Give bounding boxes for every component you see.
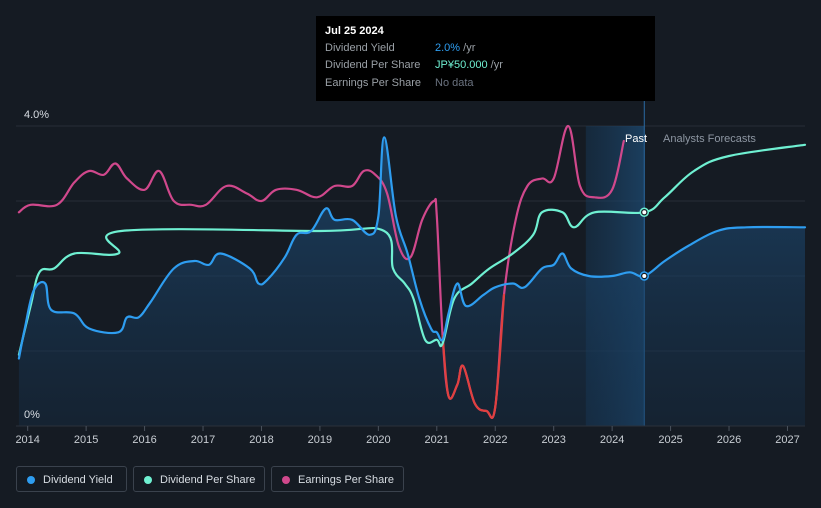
hover-tooltip: Jul 25 2024 Dividend Yield 2.0% /yr Divi… — [316, 16, 655, 101]
tooltip-row-dividend-per-share: Dividend Per Share JP¥50.000 /yr — [325, 59, 645, 73]
series-layer — [17, 124, 807, 427]
tooltip-value: 2.0% /yr — [435, 42, 475, 54]
past-label: Past — [625, 133, 647, 145]
marker-dot — [642, 274, 647, 278]
legend-item-dividend-per-share[interactable]: Dividend Per Share — [133, 466, 265, 492]
marker-dot — [642, 210, 647, 215]
x-tick-label: 2019 — [308, 434, 332, 446]
x-tick-label: 2014 — [15, 434, 39, 446]
legend-item-dividend-yield[interactable]: Dividend Yield — [16, 466, 127, 492]
x-axis-ticks: 2014 2015 2016 2017 2018 2019 2020 2021 2022 2023… — [15, 426, 800, 446]
markers-layer — [639, 207, 650, 281]
forecast-label: Analysts Forecasts — [663, 133, 756, 145]
x-tick-label: 2021 — [425, 434, 449, 446]
x-tick-label: 2026 — [717, 434, 741, 446]
x-tick-label: 2025 — [658, 434, 682, 446]
legend-dot-icon — [282, 476, 290, 484]
x-tick-label: 2027 — [775, 434, 799, 446]
x-tick-label: 2022 — [483, 434, 507, 446]
tooltip-label: Dividend Per Share — [325, 59, 421, 71]
tooltip-row-dividend-yield: Dividend Yield 2.0% /yr — [325, 42, 645, 56]
x-tick-label: 2016 — [132, 434, 156, 446]
x-tick-label: 2024 — [600, 434, 624, 446]
tooltip-value: JP¥50.000 /yr — [435, 59, 503, 71]
x-tick-label: 2017 — [191, 434, 215, 446]
y-tick-label-bottom: 0% — [24, 409, 40, 421]
legend-label: Dividend Per Share — [160, 474, 256, 486]
series-line-dividend-per-share — [17, 143, 807, 356]
series-line-dividend-yield — [17, 136, 807, 360]
y-tick-label-top: 4.0% — [24, 109, 49, 121]
tooltip-value-number: 2.0% — [435, 42, 461, 54]
tooltip-value-unit: /yr — [487, 59, 503, 71]
tooltip-value: No data — [435, 77, 474, 89]
x-tick-label: 2018 — [249, 434, 273, 446]
x-tick-label: 2023 — [541, 434, 565, 446]
series-line-earnings-per-share — [17, 124, 625, 419]
legend-dot-icon — [144, 476, 152, 484]
legend-item-earnings-per-share[interactable]: Earnings Per Share — [271, 466, 404, 492]
legend-dot-icon — [27, 476, 35, 484]
x-tick-label: 2020 — [366, 434, 390, 446]
tooltip-date: Jul 25 2024 — [325, 25, 384, 37]
tooltip-row-earnings-per-share: Earnings Per Share No data — [325, 77, 645, 91]
legend-label: Dividend Yield — [43, 474, 113, 486]
tooltip-label: Dividend Yield — [325, 42, 395, 54]
tooltip-value-number: No data — [435, 77, 474, 89]
series-area-dividend-yield — [18, 137, 805, 427]
series-line-earnings-negative-segment — [441, 293, 506, 419]
tooltip-value-unit: /yr — [460, 42, 476, 54]
legend-label: Earnings Per Share — [298, 474, 394, 486]
tooltip-label: Earnings Per Share — [325, 77, 421, 89]
x-tick-label: 2015 — [74, 434, 98, 446]
tooltip-value-number: JP¥50.000 — [435, 59, 488, 71]
